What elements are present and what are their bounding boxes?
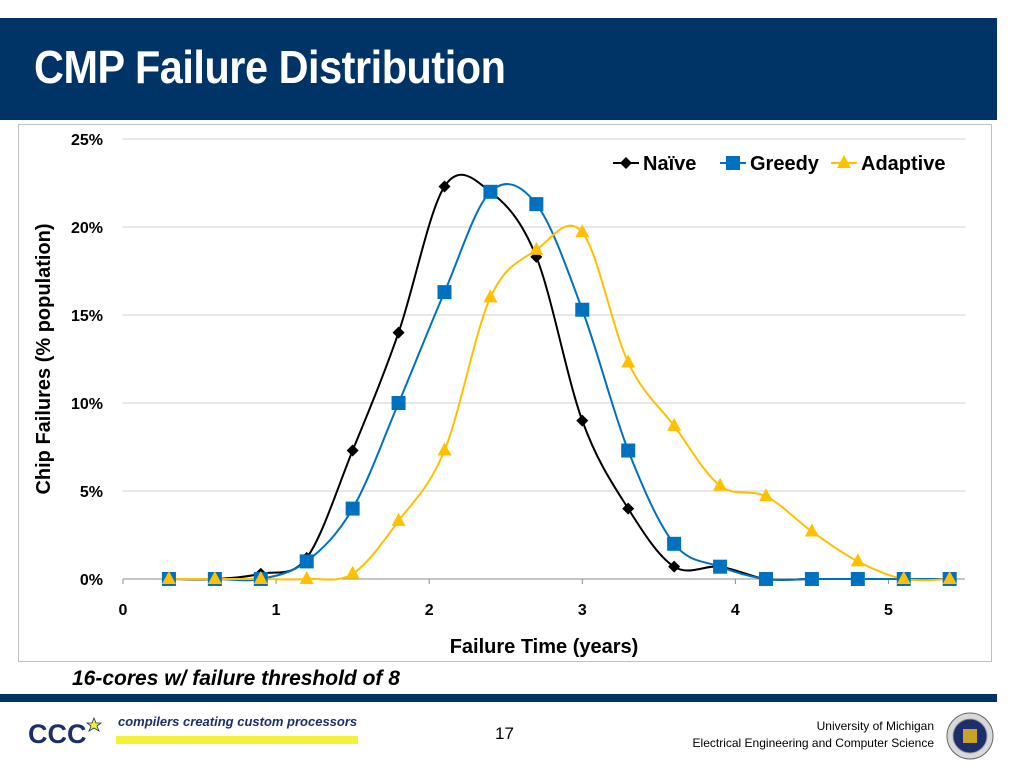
x-tick-label: 2 — [425, 602, 434, 619]
slide-title: CMP Failure Distribution — [34, 41, 506, 93]
data-point-diamond — [622, 502, 635, 515]
svg-text:CCC: CCC — [28, 719, 87, 749]
legend-label: Greedy — [750, 153, 820, 175]
data-point-triangle — [299, 571, 314, 584]
data-point-triangle — [713, 477, 728, 491]
data-point-triangle — [529, 241, 544, 255]
legend-marker-square — [726, 156, 740, 170]
university-seal-icon — [946, 712, 994, 760]
data-point-square — [667, 536, 682, 551]
legend-label: Naïve — [643, 153, 696, 175]
x-tick-label: 4 — [731, 602, 740, 619]
legend-marker-diamond — [620, 157, 632, 169]
ccc-logo: CCC — [28, 716, 103, 749]
data-point-square — [713, 559, 728, 574]
data-point-diamond — [576, 414, 589, 427]
data-point-square — [437, 285, 452, 300]
data-point-triangle — [483, 289, 498, 303]
chart-caption: 16-cores w/ failure threshold of 8 — [72, 667, 400, 690]
data-point-triangle — [207, 571, 222, 584]
x-tick-label: 0 — [119, 602, 128, 619]
failure-distribution-chart: 0% 5% 10% 15% 20% 25% 0 1 2 3 4 5 Failure Time (year… — [33, 132, 965, 658]
university-name: University of Michigan — [816, 719, 934, 733]
y-tick-label: 15% — [71, 308, 103, 325]
footer-rule — [0, 694, 997, 702]
data-point-triangle — [804, 523, 819, 537]
data-point-square — [299, 554, 314, 569]
data-point-triangle — [437, 442, 452, 456]
data-point-square — [483, 184, 498, 199]
legend-label: Adaptive — [861, 153, 945, 175]
x-tick-label: 5 — [884, 602, 893, 619]
data-point-square — [804, 572, 819, 586]
title-bar — [0, 18, 997, 120]
series-line-square — [168, 183, 950, 582]
data-point-square — [391, 396, 406, 410]
data-point-triangle — [758, 488, 773, 502]
data-point-diamond — [392, 326, 405, 339]
y-tick-label: 25% — [71, 132, 103, 149]
data-point-diamond — [668, 560, 681, 573]
data-point-triangle — [161, 571, 176, 584]
x-axis-title: Failure Time (years) — [450, 636, 639, 658]
y-tick-label: 10% — [71, 396, 103, 413]
footer-tagline: compilers creating custom processors — [118, 714, 358, 729]
data-point-square — [575, 302, 590, 317]
data-point-triangle — [575, 224, 590, 238]
data-point-triangle — [345, 565, 360, 579]
data-point-triangle — [896, 571, 911, 584]
page-number: 17 — [495, 724, 514, 743]
data-point-triangle — [850, 553, 865, 567]
y-axis-title: Chip Failures (% population) — [33, 223, 55, 494]
y-tick-label: 0% — [80, 572, 103, 589]
data-point-triangle — [253, 571, 268, 584]
data-point-square — [850, 572, 865, 586]
footer-affiliation: University of Michigan Electrical Engine… — [693, 718, 934, 752]
data-point-diamond — [438, 180, 451, 193]
data-point-triangle — [621, 354, 636, 368]
chart-frame: 0% 5% 10% 15% 20% 25% 0 1 2 3 4 5 Failure Time (year… — [18, 124, 992, 662]
data-point-diamond — [346, 444, 359, 457]
data-point-square — [345, 501, 360, 516]
y-tick-label: 5% — [80, 484, 103, 501]
data-point-square — [621, 443, 636, 458]
data-point-triangle — [667, 417, 682, 431]
legend-marker-triangle — [837, 155, 851, 168]
department-name: Electrical Engineering and Computer Scie… — [692, 736, 934, 750]
y-tick-label: 20% — [71, 220, 103, 237]
data-point-square — [529, 197, 544, 212]
tagline-highlight — [116, 736, 358, 744]
x-tick-label: 3 — [578, 602, 587, 619]
data-point-triangle — [391, 512, 406, 526]
data-point-triangle — [942, 571, 957, 584]
series-line-diamond — [168, 173, 950, 581]
x-tick-label: 1 — [272, 602, 281, 619]
data-point-square — [758, 572, 773, 586]
